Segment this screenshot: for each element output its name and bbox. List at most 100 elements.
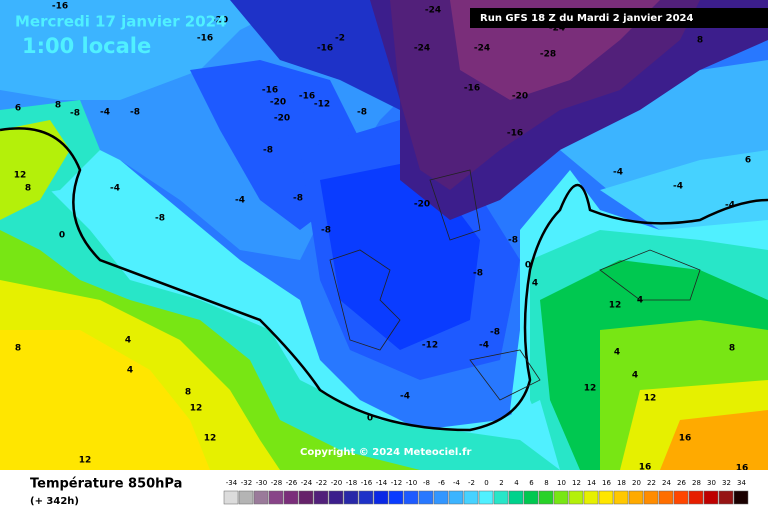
contour-label: 12 <box>190 404 203 414</box>
contour-label: 0 <box>59 231 65 241</box>
contour-label: 4 <box>637 296 643 306</box>
contour-label: 4 <box>125 336 131 346</box>
legend-label: -8 <box>423 479 430 487</box>
legend-swatch <box>703 490 719 505</box>
contour-label: 12 <box>79 456 92 466</box>
contour-label: -4 <box>235 196 245 206</box>
legend-label: 0 <box>484 479 488 487</box>
contour-labels: -16-20-16-16-2-24-24 -24-28-24-16-20-16-1… <box>14 2 751 474</box>
copyright: Copyright © 2024 Meteociel.fr <box>300 447 471 458</box>
legend-label: 34 <box>737 479 746 487</box>
legend-label: 2 <box>499 479 503 487</box>
legend-swatch <box>373 490 389 505</box>
contour-label: -24 <box>425 6 441 16</box>
legend-swatch <box>508 490 524 505</box>
legend-swatch <box>523 490 539 505</box>
legend-label: 6 <box>529 479 534 487</box>
local-time: 1:00 locale <box>22 34 151 58</box>
legend-label: 24 <box>662 479 671 487</box>
contour-label: 12 <box>584 384 597 394</box>
legend-swatch <box>658 490 674 505</box>
legend-label: 4 <box>514 479 519 487</box>
contour-label: -8 <box>490 328 500 338</box>
contour-label: -16 <box>507 129 523 139</box>
contour-label: -4 <box>613 168 623 178</box>
contour-label: 4 <box>632 371 638 381</box>
contour-label: -8 <box>508 236 518 246</box>
legend-label: 22 <box>647 479 656 487</box>
legend-swatch <box>718 490 734 505</box>
contour-label: 12 <box>204 434 217 444</box>
contour-label: -16 <box>317 44 333 54</box>
legend-swatch <box>613 490 629 505</box>
legend-swatch <box>313 490 329 505</box>
contour-label: -8 <box>155 214 165 224</box>
contour-label: 8 <box>15 344 21 354</box>
legend-swatch <box>418 490 434 505</box>
contour-label: -4 <box>100 108 110 118</box>
legend-label: -4 <box>453 479 461 487</box>
contour-label: -16 <box>464 84 480 94</box>
legend-swatch <box>598 490 614 505</box>
contour-label: -20 <box>274 114 290 124</box>
parameter: Température 850hPa <box>30 477 182 492</box>
legend: -34 -32 -30 -28 -26 -24 -22 -20 -18 -16 -14 -12 -10-… <box>223 479 749 505</box>
legend-label: -12 <box>391 479 402 487</box>
contour-label: -4 <box>479 341 489 351</box>
legend-label: 26 <box>677 479 686 487</box>
contour-label: -20 <box>212 16 228 26</box>
contour-label: 16 <box>736 464 749 474</box>
contour-label: -20 <box>414 200 430 210</box>
legend-swatch <box>343 490 359 505</box>
contour-label: 8 <box>25 184 31 194</box>
map-background <box>0 0 768 470</box>
contour-label: -2 <box>335 34 345 44</box>
contour-label: -20 <box>270 98 286 108</box>
contour-label: -4 <box>110 184 120 194</box>
contour-label: 8 <box>697 36 703 46</box>
contour-label: 16 <box>639 463 652 473</box>
contour-label: 8 <box>55 101 61 111</box>
legend-label: 30 <box>707 479 716 487</box>
legend-label: 16 <box>602 479 611 487</box>
legend-label: 14 <box>587 479 596 487</box>
contour-label: -20 <box>512 92 528 102</box>
legend-swatch <box>358 490 374 505</box>
contour-label: 12 <box>609 301 622 311</box>
contour-label: -16 <box>262 86 278 96</box>
legend-swatch <box>643 490 659 505</box>
legend-swatch <box>583 490 599 505</box>
legend-label: 32 <box>722 479 731 487</box>
contour-label: 4 <box>127 366 133 376</box>
contour-label: -24 <box>414 44 430 54</box>
legend-swatch <box>298 490 314 505</box>
legend-label: 18 <box>617 479 626 487</box>
contour-label: -16 <box>52 2 68 12</box>
legend-label: -34 <box>226 479 238 487</box>
contour-label: 8 <box>729 344 735 354</box>
legend-swatch <box>478 490 494 505</box>
legend-label: -14 <box>376 479 388 487</box>
legend-label: 8 <box>544 479 548 487</box>
forecast-date: Mercredi 17 janvier 2024 <box>15 13 227 31</box>
legend-swatch <box>673 490 689 505</box>
legend-swatch <box>268 490 284 505</box>
contour-label: -12 <box>422 341 438 351</box>
legend-swatch <box>223 490 239 505</box>
legend-label: -6 <box>438 479 446 487</box>
contour-label: -8 <box>357 108 367 118</box>
contour-label: -16 <box>197 34 213 44</box>
contour-label: -8 <box>293 194 303 204</box>
legend-label: 12 <box>572 479 581 487</box>
run-info: Run GFS 18 Z du Mardi 2 janvier 2024 <box>480 13 693 24</box>
contour-label: 6 <box>15 104 21 114</box>
legend-label: -22 <box>316 479 327 487</box>
contour-label: 6 <box>745 156 751 166</box>
legend-label: -10 <box>406 479 417 487</box>
contour-label: -12 <box>314 100 330 110</box>
legend-label: -26 <box>286 479 298 487</box>
legend-swatch <box>493 490 509 505</box>
contour-label: -4 <box>725 201 735 211</box>
